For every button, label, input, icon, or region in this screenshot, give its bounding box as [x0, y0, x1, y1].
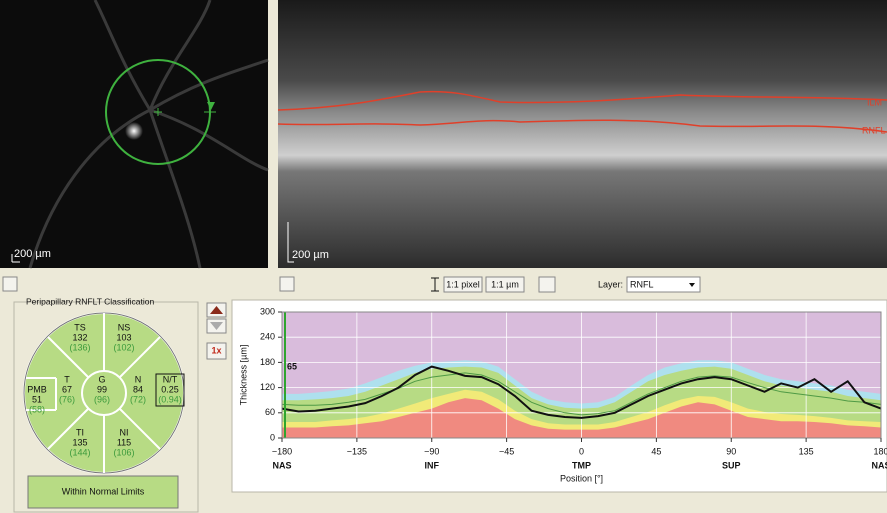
sector-reference: (58) — [29, 404, 45, 414]
region-label: INF — [425, 460, 440, 470]
layer-label: Layer: — [598, 279, 623, 289]
sector-reference: (102) — [113, 342, 134, 352]
sector-label: T — [64, 374, 70, 384]
pixel-button[interactable] — [443, 276, 483, 293]
ilm-label: ILM — [867, 97, 882, 107]
panel-frame — [13, 301, 199, 513]
sector-reference: (72) — [130, 394, 146, 404]
hand-tool[interactable] — [2, 276, 18, 292]
sector-label: TS — [74, 322, 86, 332]
x-axis-label: Position [°] — [560, 473, 603, 483]
sector-label: N — [135, 374, 142, 384]
sector-label: NS — [118, 322, 131, 332]
sector-value: 103 — [116, 332, 131, 342]
sector-value: 0.25 — [161, 384, 179, 394]
sector-value: 51 — [32, 394, 42, 404]
y-tick-label: 300 — [260, 306, 275, 316]
x-tick-label: 0 — [579, 446, 584, 456]
region-label: SUP — [722, 460, 741, 470]
y-tick-label: 120 — [260, 382, 275, 392]
sector-reference: (76) — [59, 394, 75, 404]
button-label: 1:1 pixel — [446, 279, 480, 289]
micron-button[interactable] — [485, 276, 525, 293]
y-tick-label: 0 — [270, 432, 275, 442]
fit-icon[interactable] — [431, 277, 439, 292]
scale-label: 200 µm — [14, 248, 51, 260]
sector-value: 84 — [133, 384, 143, 394]
x-tick-label: 180 — [873, 446, 887, 456]
sector-label: NI — [120, 427, 129, 437]
x-tick-label: −135 — [347, 446, 367, 456]
x-tick-label: −90 — [424, 446, 439, 456]
layer-select[interactable] — [626, 276, 701, 293]
zoom-label: 1x — [211, 345, 221, 355]
sector-reference: (144) — [69, 447, 90, 457]
sector-value: 135 — [72, 437, 87, 447]
x-tick-label: −45 — [499, 446, 514, 456]
sector-value: 99 — [97, 384, 107, 394]
rnfl-label: RNFL — [862, 125, 886, 135]
thickness-line — [281, 365, 882, 419]
cursor-value: 65 — [287, 361, 297, 371]
sector-reference: (106) — [113, 447, 134, 457]
sector-label: TI — [76, 427, 84, 437]
sector-label: G — [98, 374, 105, 384]
cursor-tool[interactable] — [538, 276, 556, 293]
fundus-image: 200 µm — [0, 0, 269, 269]
sector-value: 67 — [62, 384, 72, 394]
x-tick-label: 45 — [651, 446, 661, 456]
sector-reference: (96) — [94, 394, 110, 404]
classification-panel: Peripapillary RNFLT Classification TS132… — [13, 296, 199, 513]
toolbar: 1:1 pixel 1:1 µm Layer: RNFL — [2, 276, 701, 293]
region-label: NAS — [272, 460, 291, 470]
sector-reference: (0.94) — [158, 394, 182, 404]
oct-image: ILM RNFL 200 µm — [277, 0, 887, 268]
x-tick-label: 135 — [799, 446, 814, 456]
panel-title: Peripapillary RNFLT Classification — [26, 296, 154, 306]
sector-value: 132 — [72, 332, 87, 342]
result-label: Within Normal Limits — [62, 486, 145, 496]
region-label: TMP — [572, 460, 591, 470]
thickness-chart: 65 0 60 120 180 240 300 −180 −135 −90 −45 0 45 90 135 1… — [238, 306, 887, 483]
y-tick-label: 240 — [260, 332, 275, 342]
x-tick-label: −180 — [272, 446, 292, 456]
region-label: NAS — [871, 460, 887, 470]
y-tick-label: 180 — [260, 357, 275, 367]
zoom-button[interactable] — [206, 342, 227, 360]
sector-reference: (136) — [69, 342, 90, 352]
side-buttons: 1x — [206, 302, 227, 360]
sector-label: PMB — [27, 384, 47, 394]
y-axis-label: Thickness [µm] — [238, 345, 248, 406]
x-tick-label: 90 — [726, 446, 736, 456]
scale-label: 200 µm — [292, 249, 329, 261]
y-tick-label: 60 — [265, 407, 275, 417]
result-box — [27, 475, 179, 509]
sector-value: 115 — [117, 437, 131, 447]
hand-tool[interactable] — [279, 276, 295, 292]
thickness-line — [281, 372, 882, 416]
button-label: 1:1 µm — [491, 279, 519, 289]
sector-label: N/T — [163, 374, 178, 384]
layer-value: RNFL — [630, 279, 654, 289]
